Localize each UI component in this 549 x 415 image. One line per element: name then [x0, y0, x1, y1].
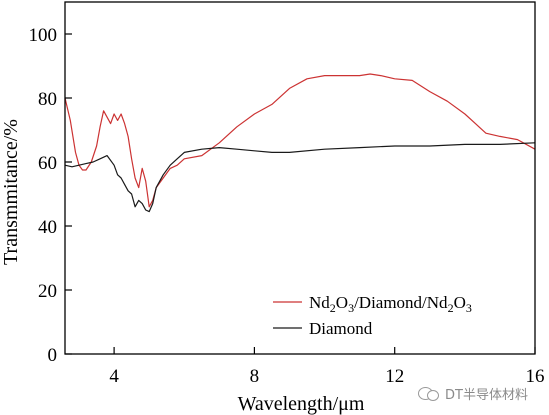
legend-label-nd2o3: Nd2O3/Diamond/Nd2O3	[309, 293, 472, 315]
plot-frame	[64, 1, 536, 355]
x-tick-label: 8	[250, 366, 260, 387]
y-tick-label: 60	[38, 153, 57, 174]
series-line-nd2o3-diamond-nd2o3	[64, 73, 536, 208]
y-tick-label: 40	[38, 217, 57, 238]
x-tick-label: 12	[385, 366, 404, 387]
series-line-diamond	[64, 142, 536, 213]
wechat-icon	[418, 384, 440, 402]
y-tick-label: 80	[38, 89, 57, 110]
x-axis-title: Wavelength/μm	[238, 393, 365, 415]
legend-label-diamond: Diamond	[309, 319, 373, 338]
watermark-text: DT半导体材料	[445, 387, 528, 403]
x-tick-label: 4	[109, 366, 119, 387]
x-tick-label: 16	[526, 366, 545, 387]
y-tick-label: 100	[29, 25, 58, 46]
legend: Nd2O3/Diamond/Nd2O3 Diamond	[273, 293, 472, 338]
y-axis-title: Transmmitance/%	[0, 119, 22, 265]
y-tick-label: 20	[38, 281, 57, 302]
y-tick-label: 0	[48, 345, 58, 366]
watermark: DT半导体材料	[418, 381, 528, 405]
